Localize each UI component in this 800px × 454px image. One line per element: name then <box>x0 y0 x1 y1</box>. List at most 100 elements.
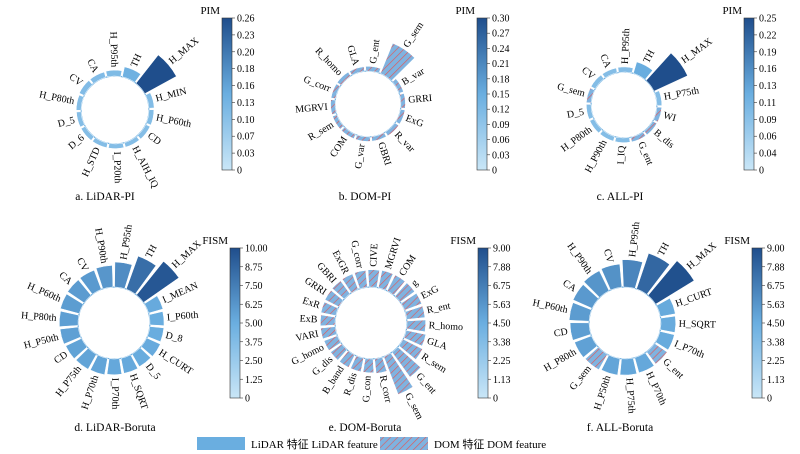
feature-label: TH <box>641 48 657 65</box>
bar-r-ent <box>404 305 426 320</box>
legend: LiDAR 特征 LiDAR feature DOM 特征 DOM featur… <box>197 437 546 451</box>
bar-g-ent <box>646 343 668 365</box>
feature-label: G_ent <box>660 356 685 381</box>
feature-label: GLA <box>344 44 361 68</box>
bar-d-5 <box>76 111 85 128</box>
feature-label: CA <box>84 57 101 75</box>
colorbar-tick-label: 8.75 <box>245 262 263 273</box>
bar-com <box>386 274 406 296</box>
feature-label: CD <box>52 349 70 366</box>
feature-label: R_homo <box>313 46 345 79</box>
colorbar-tick-label: 5.63 <box>767 300 785 311</box>
bar-gbri <box>331 280 351 300</box>
colorbar-tick-label: 0.25 <box>759 14 777 25</box>
colorbar-tick-label: 2.25 <box>767 356 785 367</box>
colorbar-tick-label: 0 <box>245 394 250 405</box>
feature-label: G_var <box>353 143 367 170</box>
colorbar <box>476 17 488 171</box>
colorbar-tick-label: 0.26 <box>237 14 255 25</box>
feature-label: H_P60th <box>25 281 62 305</box>
bar-d-6 <box>80 126 95 141</box>
bar-g-ent <box>391 346 422 378</box>
feature-label: ExB <box>299 314 318 326</box>
bar-b-var <box>392 78 404 94</box>
bar-h-p50th <box>59 326 82 345</box>
legend-label-dom: DOM 特征 DOM feature <box>434 437 546 451</box>
bar-h-curt <box>140 337 161 357</box>
feature-label: B_var <box>400 66 427 88</box>
colorbar-tick-label: 0.15 <box>492 90 510 101</box>
colorbar <box>221 17 233 171</box>
inner-ring <box>588 286 662 360</box>
feature-label: H_P60th <box>532 298 569 316</box>
feature-label: B_dis <box>651 127 676 151</box>
bar-b-dis <box>643 120 658 136</box>
bar-h-sqrt <box>660 315 676 333</box>
colorbar-title: FISM <box>724 235 750 247</box>
bar-h-sqrt <box>120 354 139 374</box>
colorbar-tick-label: 6.25 <box>245 300 263 311</box>
bar-grri <box>399 93 406 109</box>
feature-label: TH <box>144 243 160 260</box>
colorbar-tick-label: 0.09 <box>492 120 510 131</box>
feature-label: I_P70th <box>673 338 706 360</box>
bar-ca <box>67 279 92 304</box>
bar-cive <box>367 269 380 288</box>
bar-g-ent <box>630 131 646 143</box>
bar-h-p50th <box>601 354 621 376</box>
feature-label: CD <box>553 326 568 339</box>
bar-exb <box>320 314 336 327</box>
colorbar-title: FISM <box>450 235 476 247</box>
colorbar-tick-label: 0.22 <box>759 30 777 41</box>
feature-label: COM <box>328 134 350 159</box>
feature-label: CA <box>56 270 74 288</box>
bar-h-p75th <box>75 347 97 370</box>
feature-label: R_dis <box>342 371 360 397</box>
colorbar-tick-label: 5.00 <box>245 319 263 330</box>
inner-ring <box>80 75 150 145</box>
colorbar-tick-label: 0.30 <box>492 14 510 25</box>
feature-label: I_P70th <box>109 378 120 410</box>
bar-g-sem <box>586 87 595 104</box>
feature-label: D_6 <box>66 133 86 153</box>
colorbar-tick-label: 0.13 <box>759 81 777 92</box>
colorbar-tick-label: 6.75 <box>493 281 511 292</box>
bar-h-p90th <box>95 265 114 290</box>
feature-label: G_con <box>361 375 373 402</box>
colorbar-tick-label: 0.18 <box>237 64 255 75</box>
legend-swatch-lidar <box>197 437 245 450</box>
bar-i-p60th <box>148 311 165 326</box>
colorbar-title: FISM <box>202 235 228 247</box>
bar-h-p80th <box>76 94 84 111</box>
feature-label: G_ent <box>635 140 655 167</box>
colorbar-title: PIM <box>200 5 220 17</box>
bar-h-p95th <box>622 259 643 289</box>
colorbar <box>229 247 241 399</box>
bar-r-sem <box>398 338 423 360</box>
bar-b-band <box>339 350 356 368</box>
feature-label: H_P50th <box>23 332 60 352</box>
colorbar-tick-label: 0.16 <box>237 81 255 92</box>
feature-label: G_sem <box>556 81 586 99</box>
bar-h-std <box>92 137 108 149</box>
inner-ring <box>77 286 151 360</box>
bar-r-dis <box>350 355 364 373</box>
colorbar-tick-label: 0.27 <box>492 29 510 40</box>
feature-label: D_5 <box>143 361 162 381</box>
feature-label: MGRVI <box>295 102 328 116</box>
bar-cv <box>600 263 623 291</box>
bar-i-mean <box>144 295 164 314</box>
feature-label: D_8 <box>164 330 183 345</box>
feature-label: G_sem <box>402 391 425 421</box>
colorbar-tick-label: 9.00 <box>767 244 785 255</box>
bar-th <box>122 66 142 83</box>
inner-ring <box>590 71 658 139</box>
bar-r-sem <box>332 114 344 130</box>
feature-label: CV <box>67 72 85 90</box>
colorbar-tick-label: 0.23 <box>237 30 255 41</box>
bar-h-min <box>145 92 155 109</box>
feature-label: I_P60th <box>166 310 199 324</box>
feature-label: H_SQRT <box>127 372 150 411</box>
